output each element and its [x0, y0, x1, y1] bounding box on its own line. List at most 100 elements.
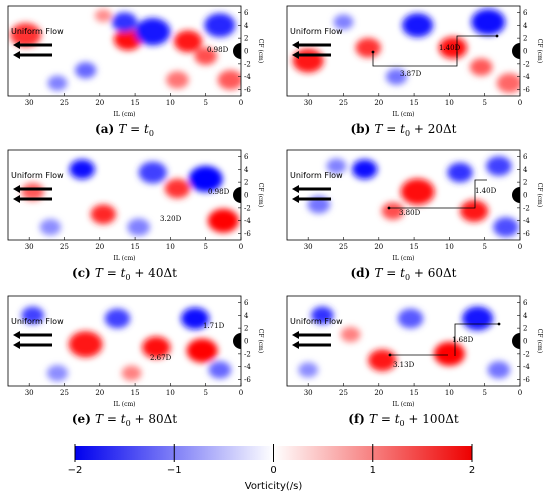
y-tick-label: -6: [523, 376, 530, 384]
flow-arrow-icon: [13, 341, 20, 349]
vorticity-blob: [127, 218, 150, 236]
vorticity-blob: [496, 73, 520, 93]
vorticity-blob: [46, 364, 69, 382]
y-tick-label: 6: [523, 153, 528, 161]
x-tick-label: 20: [95, 389, 104, 397]
vorticity-blob: [166, 71, 189, 89]
x-tick-label: 10: [166, 99, 175, 107]
vorticity-blob: [135, 18, 171, 46]
x-tick-label: 30: [25, 389, 34, 397]
vorticity-blob: [311, 306, 334, 325]
distance-indicator: [454, 323, 499, 356]
flow-arrow-icon: [13, 41, 20, 49]
vorticity-blob: [381, 202, 405, 220]
x-tick-label: 20: [95, 99, 104, 107]
vorticity-blob: [298, 362, 319, 378]
y-tick-label: -2: [523, 60, 530, 68]
x-tick-label: 10: [166, 389, 175, 397]
flow-label: Uniform Flow: [290, 317, 343, 326]
y-tick-label: 2: [244, 325, 248, 333]
vorticity-blob: [194, 47, 217, 65]
colorbar-tick-label: 0: [270, 465, 276, 476]
x-tick-label: 30: [25, 243, 34, 251]
colorbar-tick-label: −1: [167, 465, 182, 476]
x-tick-label: 15: [410, 99, 419, 107]
y-tick-label: 0: [523, 338, 527, 346]
flow-arrow-icon: [292, 331, 299, 339]
y-tick-label: 4: [523, 312, 528, 320]
x-tick-label: 10: [445, 243, 454, 251]
y-axis-label: CF (cm): [536, 183, 543, 207]
vorticity-blob: [351, 159, 378, 180]
x-tick-label: 25: [60, 99, 69, 107]
panel-caption: (b) T = t0 + 20Δt: [351, 122, 457, 138]
panel-caption: (a) T = t0: [95, 122, 154, 138]
distance-indicator: [372, 52, 458, 67]
colorbar-label: Vorticity(/s): [245, 481, 303, 492]
vorticity-blob: [340, 326, 361, 343]
vorticity-blob: [75, 62, 97, 79]
vorticity-blob: [433, 341, 465, 366]
y-tick-label: -4: [244, 73, 251, 81]
y-axis-label: CF (cm): [257, 39, 264, 63]
distance-annotation: 3.13D: [393, 361, 415, 369]
vorticity-blob: [69, 159, 95, 180]
x-tick-label: 10: [445, 99, 454, 107]
indicator-arrowhead-icon: [387, 206, 391, 210]
x-tick-label: 25: [339, 99, 348, 107]
y-tick-label: 4: [244, 22, 249, 30]
vorticity-blob: [402, 13, 434, 38]
y-axis-label: CF (cm): [536, 329, 543, 353]
vorticity-blob: [208, 361, 232, 379]
y-tick-label: 6: [244, 9, 249, 17]
y-tick-label: 0: [244, 338, 248, 346]
flow-label: Uniform Flow: [11, 317, 64, 326]
indicator-arrowhead-icon: [388, 353, 392, 357]
x-tick-label: 5: [482, 389, 486, 397]
y-tick-label: -6: [523, 230, 530, 238]
vorticity-blob: [355, 37, 381, 58]
distance-annotation: 3.20D: [160, 215, 182, 223]
vorticity-blob: [438, 36, 468, 59]
indicator-arrowhead-icon: [371, 50, 375, 54]
y-tick-label: -4: [244, 363, 251, 371]
flow-arrow-icon: [292, 195, 299, 203]
panel-caption: (d) T = t0 + 60Δt: [351, 266, 457, 282]
x-axis-label: IL (cm): [393, 111, 415, 118]
x-axis-label: IL (cm): [114, 255, 136, 262]
flow-arrow-icon: [292, 51, 299, 59]
cylinder-marker: [233, 187, 241, 203]
cylinder-marker: [512, 333, 520, 349]
vorticity-blob: [471, 8, 506, 36]
flow-arrow-icon: [13, 195, 20, 203]
x-tick-label: 0: [239, 99, 243, 107]
distance-annotation: 3.80D: [399, 209, 421, 217]
x-tick-label: 5: [203, 99, 207, 107]
vorticity-blob: [39, 218, 61, 236]
vorticity-blob: [493, 217, 519, 237]
vorticity-field: [298, 306, 511, 379]
vorticity-field: [21, 306, 232, 382]
indicator-arrowhead-icon: [497, 322, 501, 326]
flow-arrow-icon: [292, 341, 299, 349]
x-tick-label: 15: [410, 389, 419, 397]
vorticity-field: [10, 9, 241, 91]
distance-annotation: 1.40D: [439, 44, 461, 52]
vorticity-blob: [397, 308, 424, 329]
vorticity-blob: [400, 178, 435, 205]
x-tick-label: 5: [482, 243, 486, 251]
vorticity-blob: [47, 75, 68, 91]
x-tick-label: 20: [374, 389, 383, 397]
y-tick-label: -4: [523, 217, 530, 225]
panel-caption: (f) T = t0 + 100Δt: [348, 412, 459, 428]
x-tick-label: 20: [95, 243, 104, 251]
y-tick-label: -2: [244, 60, 251, 68]
vorticity-blob: [459, 200, 489, 222]
vorticity-blob: [486, 156, 512, 176]
y-tick-label: 4: [244, 312, 249, 320]
vorticity-field: [21, 159, 239, 236]
vorticity-field: [307, 156, 519, 237]
vorticity-blob: [21, 183, 45, 201]
